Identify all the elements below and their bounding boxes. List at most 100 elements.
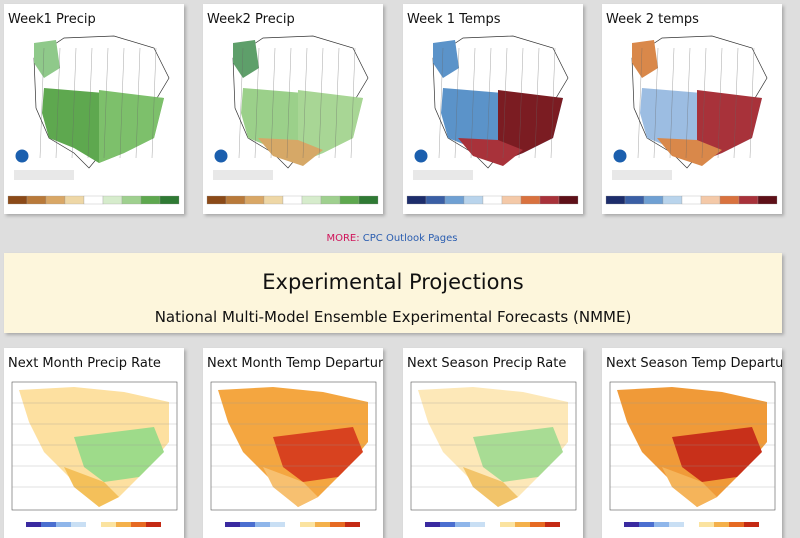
map-shape [685,47,691,159]
map-shape [624,195,645,205]
map-shape [643,195,664,205]
map-shape [669,47,675,159]
map-shape [270,47,276,159]
map-image [210,381,377,527]
map-shape [103,47,109,159]
map-shape [86,522,101,527]
map-shape [315,522,330,527]
map-shape [733,47,739,159]
map-shape [64,195,85,205]
map-shape [463,195,484,205]
map-shape [486,47,492,159]
map-shape [520,195,541,205]
map-shape [14,148,30,164]
map-image [206,35,379,205]
map-shape [26,522,41,527]
map-shape [258,138,323,166]
map-shape [45,195,66,205]
map-shape [425,195,446,205]
map-shape [270,522,285,527]
panel[interactable]: Next Month Temp Departures [203,348,383,538]
map-shape [539,195,560,205]
map-image [7,35,180,205]
map-shape [119,47,125,159]
map-shape [318,47,324,159]
map-shape [657,138,722,166]
map-shape [700,195,721,205]
map-shape [470,522,485,527]
banner-title: Experimental Projections [262,270,524,294]
map-shape [358,195,379,205]
more-label: MORE: [326,233,360,244]
more-links: MORE: CPC Outlook Pages [0,233,784,244]
map-shape [440,522,455,527]
panel[interactable]: Week 1 Temps [403,4,583,214]
map-image [605,35,778,205]
map-shape [681,195,702,205]
map-shape [26,195,47,205]
map-shape [534,47,540,159]
map-shape [320,195,341,205]
map-shape [612,148,628,164]
panel[interactable]: Week 2 temps [602,4,782,214]
map-shape [744,522,759,527]
map-shape [285,522,300,527]
map-shape [238,47,244,159]
panel-title: Week 2 temps [606,12,699,27]
map-shape [213,170,273,180]
panel-title: Next Season Precip Rate [407,356,567,371]
panel[interactable]: Next Month Precip Rate [4,348,184,538]
map-shape [654,522,669,527]
map-shape [455,522,470,527]
map-shape [714,522,729,527]
map-shape [501,195,522,205]
banner-subtitle: National Multi-Model Ensemble Experiment… [154,308,632,326]
map-shape [339,195,360,205]
map-shape [330,522,345,527]
map-shape [425,522,440,527]
panel[interactable]: Week2 Precip [203,4,383,214]
map-shape [413,170,473,180]
map-shape [749,47,755,159]
map-shape [116,522,131,527]
map-shape [662,195,683,205]
map-shape [684,522,699,527]
map-shape [286,47,292,159]
map-shape [413,148,429,164]
map-shape [101,522,116,527]
panel[interactable]: Next Season Precip Rate [403,348,583,538]
map-shape [500,522,515,527]
map-shape [719,195,740,205]
map-shape [121,195,142,205]
map-shape [71,47,77,159]
map-shape [159,195,180,205]
map-shape [717,47,723,159]
map-shape [438,47,444,159]
panel-title: Week2 Precip [207,12,295,27]
map-shape [14,170,74,180]
map-shape [233,40,259,78]
panel[interactable]: Week1 Precip [4,4,184,214]
map-shape [406,195,427,205]
map-shape [213,148,229,164]
panel[interactable]: Next Season Temp Departures [602,348,782,538]
map-shape [653,47,659,159]
map-shape [255,522,270,527]
map-shape [669,522,684,527]
map-shape [701,47,707,159]
more-link[interactable]: CPC Outlook Pages [362,233,458,244]
map-shape [624,522,639,527]
map-shape [550,47,556,159]
map-shape [473,427,563,482]
map-shape [39,47,45,159]
map-image [609,381,776,527]
map-shape [140,195,161,205]
map-shape [273,427,363,482]
map-shape [515,522,530,527]
map-shape [458,138,523,166]
map-image [410,381,577,527]
map-shape [206,195,227,205]
map-shape [55,47,61,159]
map-shape [454,47,460,159]
map-shape [41,522,56,527]
